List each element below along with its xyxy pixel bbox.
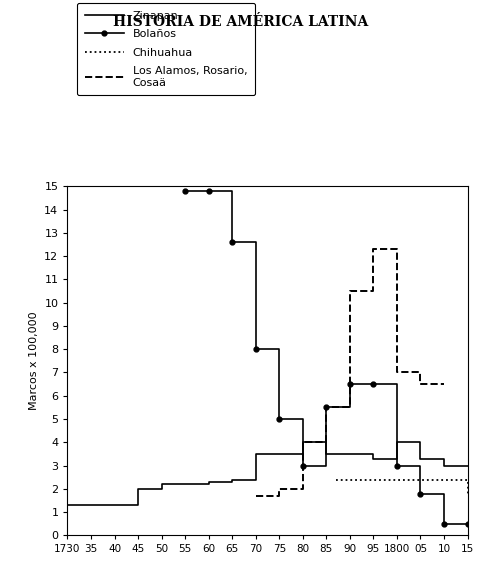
Text: HISTORIA DE AMÉRICA LATINA: HISTORIA DE AMÉRICA LATINA <box>113 15 369 29</box>
Y-axis label: Marcos x 100,000: Marcos x 100,000 <box>29 311 39 410</box>
Legend: Zinapan, Bolaños, Chihuahua, Los Alamos, Rosario,
Cosaä: Zinapan, Bolaños, Chihuahua, Los Alamos,… <box>77 3 255 95</box>
